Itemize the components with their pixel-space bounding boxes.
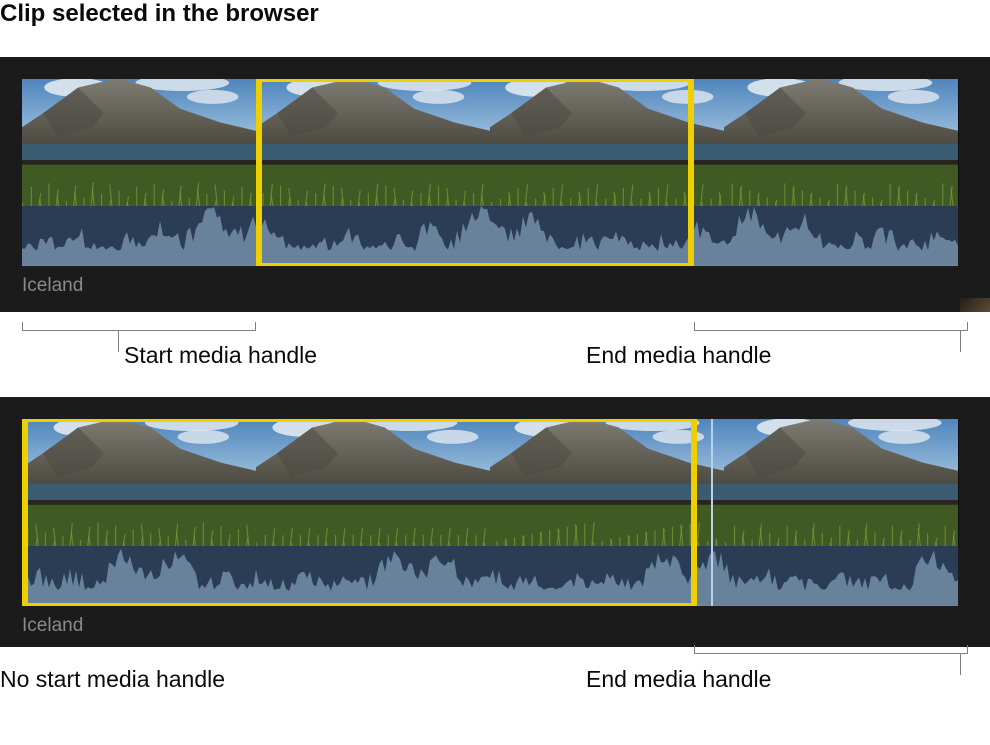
marker-line	[711, 419, 713, 606]
clip-thumbnail	[724, 79, 959, 206]
clip-waveform	[22, 546, 958, 606]
selection-start-handle[interactable]	[256, 79, 262, 266]
resize-handle-icon	[960, 298, 990, 312]
clip-filmstrip-2[interactable]	[22, 419, 968, 606]
no-start-handle-label: No start media handle	[0, 666, 225, 693]
page-title: Clip selected in the browser	[0, 0, 319, 28]
clip-thumbnail	[490, 419, 725, 546]
clip-thumbnail	[256, 419, 491, 546]
browser-panel-1: Iceland	[0, 57, 990, 312]
clip-thumbnail	[22, 419, 257, 546]
clip-name-label: Iceland	[22, 275, 83, 297]
end-handle-bracket-2	[694, 653, 968, 654]
clip-thumbnail	[256, 79, 491, 206]
selection-end-handle[interactable]	[688, 79, 694, 266]
clip-name-label: Iceland	[22, 615, 83, 637]
end-handle-label-1: End media handle	[586, 342, 771, 369]
selection-start-handle[interactable]	[22, 419, 28, 606]
start-handle-bracket	[22, 330, 256, 331]
end-handle-bracket-1	[694, 330, 968, 331]
page-root: Clip selected in the browser	[0, 0, 990, 745]
clip-filmstrip-1[interactable]	[22, 79, 968, 266]
end-handle-label-2: End media handle	[586, 666, 771, 693]
start-handle-label: Start media handle	[124, 342, 317, 369]
browser-panel-2: Iceland	[0, 397, 990, 647]
selection-end-handle[interactable]	[691, 419, 697, 606]
clip-thumbnail	[22, 79, 257, 206]
clip-waveform	[22, 206, 958, 266]
clip-thumbnail	[724, 419, 959, 546]
